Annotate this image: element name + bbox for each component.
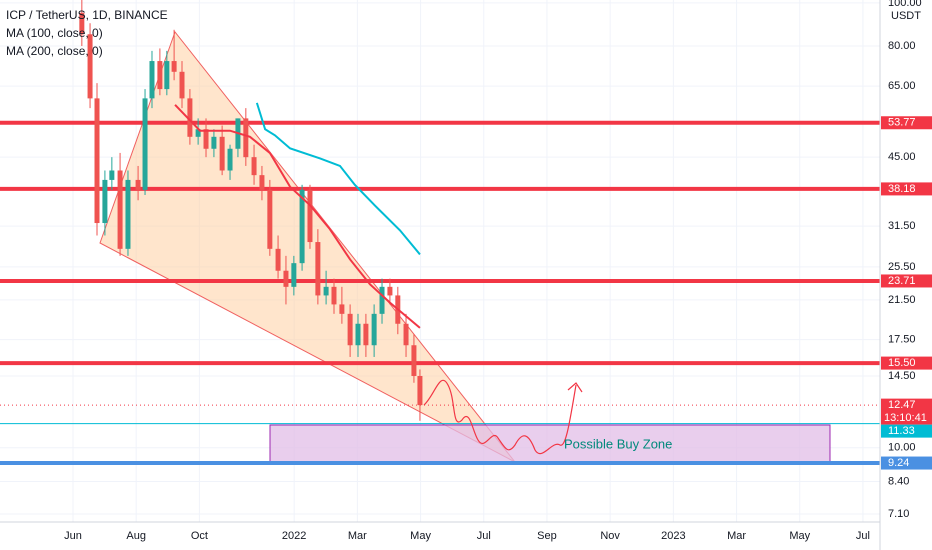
candle-body xyxy=(411,345,416,376)
y-tick-label: 17.50 xyxy=(888,334,916,346)
x-tick-label: Nov xyxy=(600,530,620,542)
candle-body xyxy=(417,376,422,405)
candle-body xyxy=(95,98,100,223)
candle-body xyxy=(118,170,123,248)
candle-body xyxy=(372,314,377,345)
y-tick-label: 100.00 xyxy=(888,0,922,9)
candle-body xyxy=(348,314,353,345)
y-tick-label: 21.50 xyxy=(888,294,916,306)
x-tick-label: Mar xyxy=(727,530,746,542)
background xyxy=(0,0,932,550)
x-tick-label: Oct xyxy=(191,530,208,542)
buy-zone xyxy=(270,425,830,462)
candle-body xyxy=(143,98,148,189)
candle-body xyxy=(157,61,162,89)
candle-body xyxy=(324,287,329,296)
y-tick-label: 8.40 xyxy=(888,475,909,487)
level-label: 53.77 xyxy=(888,117,916,129)
y-tick-label: 45.00 xyxy=(888,151,916,163)
x-tick-label: May xyxy=(789,530,810,542)
candle-body xyxy=(228,149,233,171)
legend-entry: MA (200, close, 0) xyxy=(6,44,103,58)
level-label: 23.71 xyxy=(888,275,916,287)
legend-title: ICP / TetherUS, 1D, BINANCE xyxy=(6,8,168,22)
countdown-label: 13:10:41 xyxy=(884,412,927,424)
y-tick-label: 10.00 xyxy=(888,442,916,454)
candle-body xyxy=(102,180,107,223)
x-tick-label: Mar xyxy=(348,530,367,542)
currency-label: USDT xyxy=(891,10,921,22)
candle-body xyxy=(125,180,130,249)
level-label: 15.50 xyxy=(888,357,916,369)
level-label: 11.33 xyxy=(888,425,915,437)
candle-body xyxy=(363,324,368,345)
level-label: 12.47 xyxy=(888,399,916,411)
x-tick-label: Jul xyxy=(856,530,870,542)
candle-body xyxy=(149,61,154,98)
y-tick-label: 25.50 xyxy=(888,261,916,273)
chart: Possible Buy Zone 100.00 80.00 65.00 45.00 3… xyxy=(0,0,932,550)
level-label: 38.18 xyxy=(888,183,916,195)
candle-body xyxy=(331,287,336,305)
x-tick-label: Aug xyxy=(126,530,146,542)
legend-entry: MA (100, close, 0) xyxy=(6,26,103,40)
level-label: 9.24 xyxy=(888,457,909,469)
candle-body xyxy=(291,263,296,287)
x-tick-label: 2022 xyxy=(282,530,306,542)
y-tick-label: 65.00 xyxy=(888,80,916,92)
candle-body xyxy=(315,242,320,295)
candle-body xyxy=(172,61,177,72)
annotation: Possible Buy Zone xyxy=(564,436,672,451)
candle-body xyxy=(387,287,392,296)
x-tick-label: Jul xyxy=(477,530,491,542)
candle-body xyxy=(220,137,225,171)
candle-body xyxy=(380,287,385,314)
y-tick-label: 7.10 xyxy=(888,508,909,520)
candle-body xyxy=(204,129,209,149)
y-tick-label: 31.50 xyxy=(888,220,916,232)
candle-body xyxy=(211,137,216,149)
y-tick-label: 80.00 xyxy=(888,40,916,52)
candle-body xyxy=(243,118,248,157)
candle-body xyxy=(404,324,409,345)
candle-body xyxy=(136,180,141,190)
candle-body xyxy=(339,304,344,313)
page: {"chart_data": { "type": "candlestick", … xyxy=(0,0,932,550)
x-tick-label: Jun xyxy=(64,530,82,542)
candle-body xyxy=(164,61,169,89)
x-tick-label: May xyxy=(410,530,431,542)
candle-body xyxy=(180,72,185,99)
candle-body xyxy=(267,190,272,249)
candle-body xyxy=(276,249,281,271)
candle-body xyxy=(252,157,257,175)
candle-body xyxy=(109,170,114,179)
x-tick-label: Sep xyxy=(537,530,557,542)
candle-body xyxy=(356,324,361,345)
candle-body xyxy=(259,175,264,190)
y-tick-label: 14.50 xyxy=(888,370,916,382)
candle-body xyxy=(307,190,312,242)
x-tick-label: 2023 xyxy=(661,530,685,542)
candle-body xyxy=(283,271,288,287)
